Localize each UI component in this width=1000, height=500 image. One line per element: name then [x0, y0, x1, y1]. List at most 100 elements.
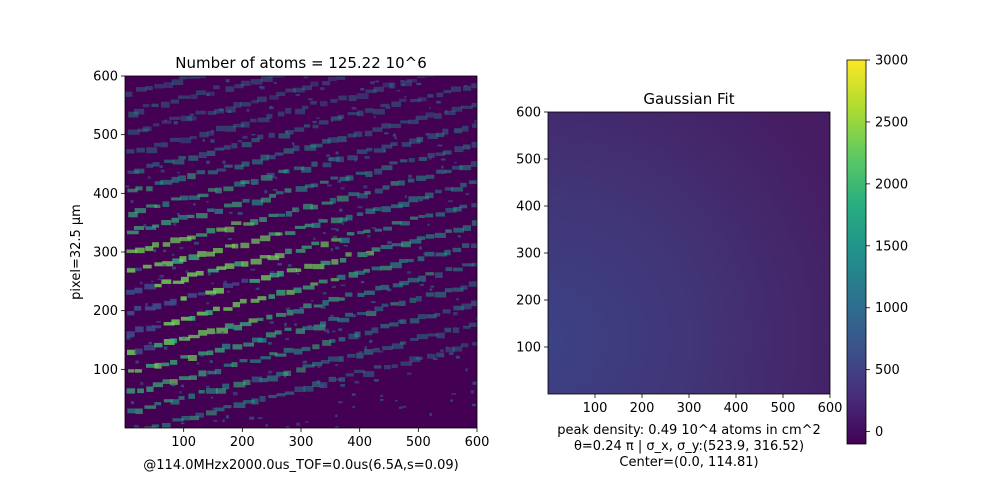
fringe-speckle [363, 290, 375, 295]
fringe-speckle [144, 306, 156, 311]
noise-speckle [343, 244, 349, 247]
fringe-speckle [418, 275, 426, 282]
fringe-speckle [471, 141, 477, 148]
fringe-speckle [128, 211, 138, 218]
fringe-speckle [295, 249, 306, 253]
gaussian-fit-xtick-label: 400 [724, 401, 749, 416]
fringe-speckle [415, 356, 423, 360]
noise-speckle [227, 238, 233, 240]
fringe-speckle [276, 312, 287, 317]
fringe-speckle [274, 353, 287, 357]
noise-speckle [340, 187, 345, 190]
fringe-speckle [382, 82, 394, 88]
fringe-speckle [374, 168, 383, 175]
noise-speckle [313, 237, 316, 240]
fringe-speckle [374, 188, 383, 194]
fringe-speckle [472, 123, 477, 128]
fringe-speckle [310, 81, 319, 87]
fringe-speckle [133, 108, 145, 115]
fringe-speckle [276, 91, 286, 97]
noise-speckle [470, 390, 475, 394]
fringe-speckle [426, 314, 437, 319]
fringe-speckle [312, 124, 319, 129]
fringe-speckle [260, 356, 272, 360]
fringe-speckle [437, 33, 443, 37]
noise-speckle [299, 306, 304, 310]
noise-speckle [364, 346, 367, 350]
fringe-speckle [241, 278, 249, 283]
noise-speckle [273, 273, 278, 276]
fringe-speckle [415, 296, 422, 302]
fringe-speckle [329, 339, 336, 343]
fringe-speckle [276, 289, 286, 296]
raw-image-xtick-label: 300 [289, 435, 314, 450]
fringe-speckle [275, 232, 283, 236]
noise-speckle [351, 393, 356, 396]
fringe-speckle [389, 322, 399, 327]
fringe-speckle [233, 324, 243, 331]
fringe-speckle [312, 381, 320, 388]
noise-speckle [330, 314, 334, 318]
fringe-speckle [293, 268, 302, 272]
fringe-speckle [276, 371, 289, 376]
fringe-speckle [250, 79, 263, 85]
noise-speckle [326, 184, 332, 187]
fringe-speckle [231, 143, 238, 149]
fringe-speckle [163, 339, 175, 345]
noise-speckle [425, 132, 430, 136]
noise-speckle [331, 330, 336, 333]
fringe-speckle [249, 278, 260, 283]
fringe-speckle [206, 228, 216, 234]
noise-speckle [441, 165, 444, 169]
noise-speckle [319, 384, 324, 388]
fringe-speckle [319, 180, 329, 184]
raw-image-axes: 100 200 300 400 500 600 100 200 300 400 500 600 [93, 70, 489, 451]
noise-speckle [340, 284, 346, 287]
fringe-speckle [292, 207, 299, 213]
fringe-speckle [327, 76, 337, 81]
fringe-speckle [363, 229, 371, 233]
noise-speckle [383, 149, 386, 153]
noise-speckle [222, 419, 225, 423]
fringe-speckle [243, 400, 255, 404]
noise-speckle [338, 400, 343, 404]
fringe-speckle [312, 361, 323, 367]
noise-speckle [336, 378, 342, 381]
fringe-speckle [232, 302, 241, 308]
fringe-speckle [400, 319, 407, 325]
noise-speckle [151, 280, 154, 283]
noise-speckle [140, 382, 144, 386]
fringe-speckle [398, 41, 409, 46]
fringe-speckle [415, 115, 428, 120]
fringe-speckle [336, 76, 346, 80]
fringe-speckle [233, 123, 245, 128]
fringe-speckle [178, 156, 187, 160]
fringe-speckle [195, 412, 204, 418]
fringe-speckle [400, 120, 410, 124]
fringe-speckle [435, 252, 448, 257]
noise-speckle [225, 415, 229, 419]
fringe-speckle [348, 333, 359, 340]
fringe-speckle [160, 179, 173, 185]
fringe-speckle [410, 36, 419, 41]
fringe-speckle [471, 262, 477, 267]
fringe-speckle [135, 87, 147, 92]
fringe-speckle [380, 244, 393, 250]
fringe-speckle [400, 80, 412, 87]
fringe-speckle [250, 258, 262, 265]
fringe-speckle [146, 186, 153, 192]
fringe-speckle [284, 391, 295, 395]
fringe-speckle [390, 262, 402, 269]
noise-speckle [258, 379, 262, 382]
fringe-speckle [337, 356, 344, 362]
fringe-speckle [380, 323, 390, 329]
fringe-speckle [269, 193, 277, 198]
fringe-speckle [250, 298, 260, 303]
fringe-speckle [276, 270, 284, 277]
fringe-speckle [239, 298, 247, 304]
fringe-speckle [136, 147, 145, 153]
fringe-speckle [197, 251, 207, 257]
fringe-speckle [267, 76, 279, 78]
fringe-speckle [460, 182, 467, 188]
fringe-speckle [294, 225, 306, 229]
